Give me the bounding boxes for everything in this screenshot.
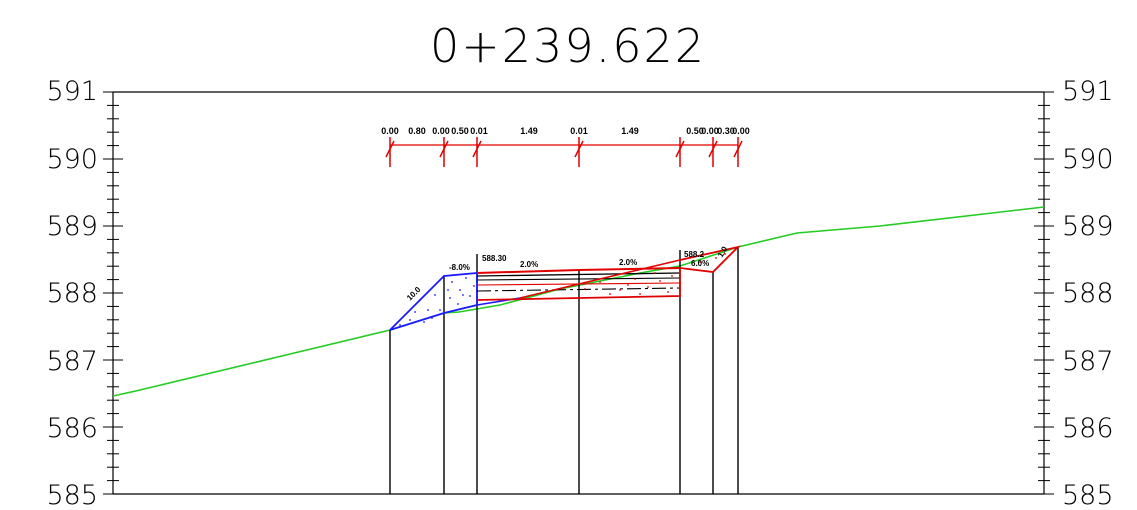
elev-label-left-587: 587 (46, 346, 98, 377)
elev-label-left-589: 589 (46, 211, 98, 242)
elev-label-left-588: 588 (46, 278, 98, 309)
right-elevation-ticks (1034, 91, 1054, 495)
width-label: 1.49 (621, 126, 639, 136)
elev-label-right-591: 591 (1062, 76, 1114, 107)
width-label: 0.50 (686, 126, 704, 136)
left-elevation-ticks (103, 91, 123, 495)
right-elevation-labels: 591 590 589 588 587 586 585 (1062, 76, 1114, 510)
elev-label-left-590: 590 (46, 144, 98, 175)
elev-label-right-588: 588 (1062, 278, 1114, 309)
elev-label-right-587: 587 (1062, 346, 1114, 377)
width-label: 0.30 (717, 126, 735, 136)
elev-label-left-585: 585 (46, 480, 98, 510)
width-label: 0.01 (470, 126, 488, 136)
right-lane-slope-label: 2.0% (619, 258, 637, 267)
left-lane-slope-label: 2.0% (520, 260, 538, 269)
width-label: 0.00 (381, 126, 399, 136)
dimension-ticks (385, 137, 743, 167)
elev-label-right-589: 589 (1062, 211, 1114, 242)
elev-label-right-590: 590 (1062, 144, 1114, 175)
left-fill-hatch (399, 277, 475, 326)
elev-label-right-585: 585 (1062, 480, 1114, 510)
width-label: 0.50 (451, 126, 469, 136)
right-shoulder-slope-label: 6.0% (691, 259, 709, 268)
dimension-labels: 0.00 0.80 0.00 0.50 0.01 1.49 0.01 1.49 … (381, 126, 750, 136)
left-elevation-labels: 591 590 589 588 587 586 585 (46, 76, 98, 510)
width-label: 0.01 (570, 126, 588, 136)
width-label: 0.00 (732, 126, 750, 136)
elev-label-right-586: 586 (1062, 413, 1114, 444)
elev-label-left-586: 586 (46, 413, 98, 444)
width-label: 1.49 (520, 126, 538, 136)
widths-dimension-line: 0.00 0.80 0.00 0.50 0.01 1.49 0.01 1.49 … (381, 126, 750, 167)
elev-label-left-591: 591 (46, 76, 98, 107)
width-label: 0.00 (701, 126, 719, 136)
pavement-layers (476, 245, 741, 301)
left-elevation-label: 588.30 (482, 254, 507, 263)
width-label: 0.80 (408, 126, 426, 136)
width-label: 0.00 (432, 126, 450, 136)
right-fill-hatch (584, 253, 726, 295)
left-slope-label: -8.0% (449, 263, 470, 272)
right-elevation-label: 588.2 (684, 250, 705, 259)
left-fill-section (389, 272, 521, 331)
station-title: 0+239.622 (430, 19, 706, 73)
